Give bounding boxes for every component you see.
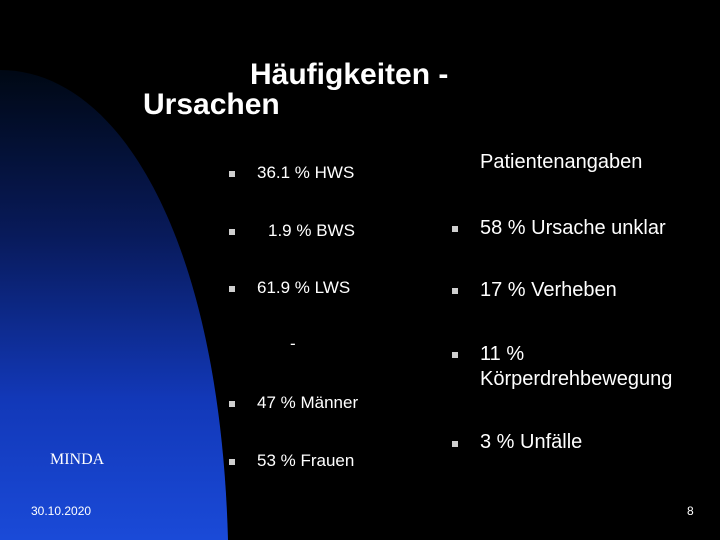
left-list-item: 53 % Frauen (257, 451, 355, 470)
footer-date: 30.10.2020 (31, 504, 92, 518)
bullet-icon (229, 286, 235, 292)
right-list-heading: Patientenangaben (480, 151, 643, 173)
left-list-item: 61.9 % LWS (257, 278, 351, 297)
list-separator: - (290, 334, 296, 353)
bullet-icon (452, 226, 458, 232)
slide-number: 8 (687, 504, 694, 518)
blue-arc-shape (0, 70, 228, 540)
bullet-icon (452, 352, 458, 358)
footer-label: MINDA (50, 451, 105, 468)
right-list-item-continuation: Körperdrehbewegung (480, 368, 673, 390)
bullet-icon (229, 171, 235, 177)
bullet-icon (229, 229, 235, 235)
left-list-item: 47 % Männer (257, 393, 359, 412)
bullet-icon (229, 401, 235, 407)
right-list-item: 58 % Ursache unklar (480, 217, 666, 239)
slide-title-line2: Ursachen (143, 88, 280, 121)
left-list-item: 1.9 % BWS (268, 221, 355, 240)
bullet-icon (452, 288, 458, 294)
right-list-item: 17 % Verheben (480, 279, 617, 301)
bullet-icon (229, 459, 235, 465)
right-list-item: 3 % Unfälle (480, 431, 583, 453)
left-list-item: 36.1 % HWS (257, 163, 355, 182)
bullet-icon (452, 441, 458, 447)
right-list-item: 11 % (480, 343, 525, 365)
slide-title-line1: Häufigkeiten - (250, 58, 449, 91)
